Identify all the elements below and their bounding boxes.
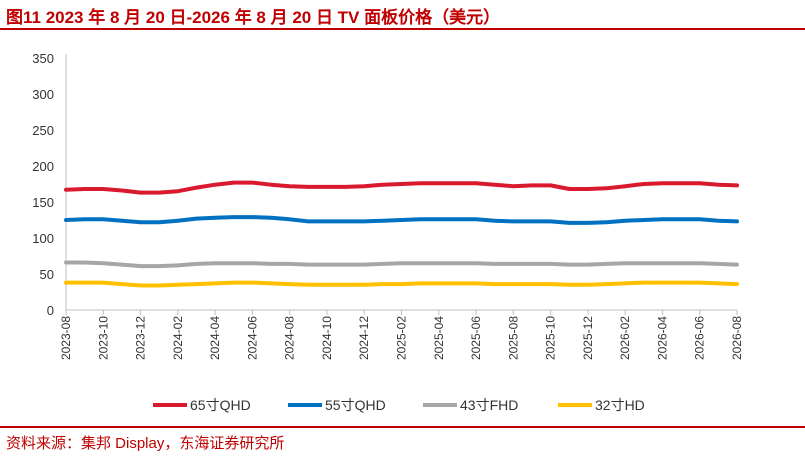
title-divider [0,28,805,30]
x-tick-label: 2025-02 [395,316,409,360]
y-tick-label: 50 [40,267,54,282]
x-tick-label: 2026-02 [618,316,632,360]
y-tick-label: 100 [32,231,54,246]
y-tick-label: 0 [47,303,54,318]
x-tick-label: 2026-08 [730,316,744,360]
x-tick-label: 2023-10 [96,316,110,360]
x-tick-label: 2023-08 [59,316,73,360]
series-lines [64,180,739,288]
chart-legend: 65寸QHD 55寸QHD 43寸FHD 32寸HD [153,397,645,413]
y-tick-label: 200 [32,159,54,174]
series-line-1 [64,215,739,225]
x-tick-label: 2025-12 [581,316,595,360]
series-line-2 [64,260,739,269]
y-axis-ticks: 0 50 100 150 200 250 300 350 [32,51,54,318]
x-tick-label: 2025-10 [544,316,558,360]
x-tick-label: 2023-12 [134,316,148,360]
y-tick-label: 150 [32,195,54,210]
x-tick-label: 2026-04 [655,316,669,360]
x-tick-label: 2024-12 [357,316,371,360]
x-tick-label: 2024-04 [208,316,222,360]
x-tick-label: 2025-06 [469,316,483,360]
figure-title: 图11 2023 年 8 月 20 日-2026 年 8 月 20 日 TV 面… [6,8,501,27]
x-tick-label: 2025-08 [506,316,520,360]
legend-label: 43寸FHD [460,397,518,413]
y-tick-label: 300 [32,87,54,102]
x-tick-label: 2024-08 [283,316,297,360]
y-tick-label: 350 [32,51,54,66]
x-tick-label: 2025-04 [432,316,446,360]
y-tick-label: 250 [32,123,54,138]
x-axis-ticks: 2023-08 2023-10 2023-12 2024-02 2024-04 2024-… [59,310,744,360]
x-tick-label: 2024-02 [171,316,185,360]
legend-label: 65寸QHD [190,397,251,413]
x-tick-label: 2024-06 [245,316,259,360]
legend-label: 55寸QHD [325,397,386,413]
legend-label: 32寸HD [595,397,645,413]
series-line-3 [64,280,739,288]
source-divider [0,426,805,428]
x-tick-label: 2024-10 [320,316,334,360]
x-tick-label: 2026-06 [693,316,707,360]
source-note: 资料来源：集邦 Display，东海证券研究所 [6,435,285,452]
series-line-0 [64,180,739,195]
